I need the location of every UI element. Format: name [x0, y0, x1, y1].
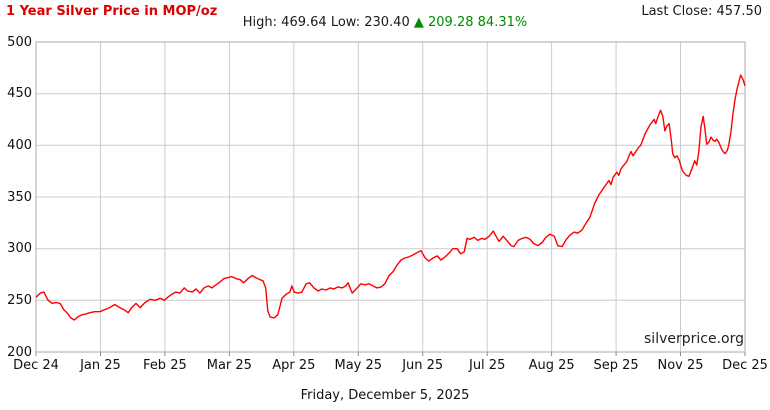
footer-date: Friday, December 5, 2025: [300, 388, 470, 403]
x-axis-label: Jan 25: [80, 358, 121, 373]
y-axis-label: 300: [7, 241, 32, 257]
x-axis-label: Mar 25: [206, 358, 252, 373]
last-close-label: Last Close:: [641, 4, 713, 19]
low-value: 230.40: [364, 15, 410, 30]
x-axis-label: Aug 25: [528, 358, 575, 373]
last-close-value: 457.50: [716, 4, 763, 19]
high-low-stats: High: 469.64 Low: 230.40 ▲ 209.28 84.31%: [0, 15, 770, 30]
change-stats: ▲ 209.28 84.31%: [414, 15, 527, 30]
watermark: silverprice.org: [644, 331, 744, 347]
y-axis-label: 450: [7, 86, 32, 102]
x-axis-label: Jun 25: [402, 358, 444, 373]
y-axis-label: 400: [7, 137, 32, 153]
x-axis-label: May 25: [334, 358, 383, 373]
change-value: 209.28: [428, 15, 474, 30]
y-axis-label: 350: [7, 189, 32, 205]
x-axis-label: Jul 25: [468, 358, 506, 373]
high-label: High:: [242, 15, 278, 30]
x-axis-label: Nov 25: [657, 358, 704, 373]
change-percent: 84.31%: [477, 15, 528, 30]
y-axis-label: 500: [7, 34, 32, 50]
chart-title: 1 Year Silver Price in MOP/oz: [6, 4, 218, 19]
up-triangle-icon: ▲: [413, 15, 424, 30]
x-axis-label: Dec 24: [13, 358, 59, 373]
low-label: Low:: [330, 15, 361, 30]
y-axis-label: 200: [7, 344, 32, 360]
last-close: Last Close: 457.50: [641, 4, 762, 19]
x-axis-label: Apr 25: [272, 358, 316, 373]
x-axis-label: Dec 25: [722, 358, 768, 373]
x-axis-label: Feb 25: [143, 358, 187, 373]
y-axis-label: 250: [7, 292, 32, 308]
x-axis-label: Sep 25: [593, 358, 639, 373]
high-value: 469.64: [281, 15, 327, 30]
